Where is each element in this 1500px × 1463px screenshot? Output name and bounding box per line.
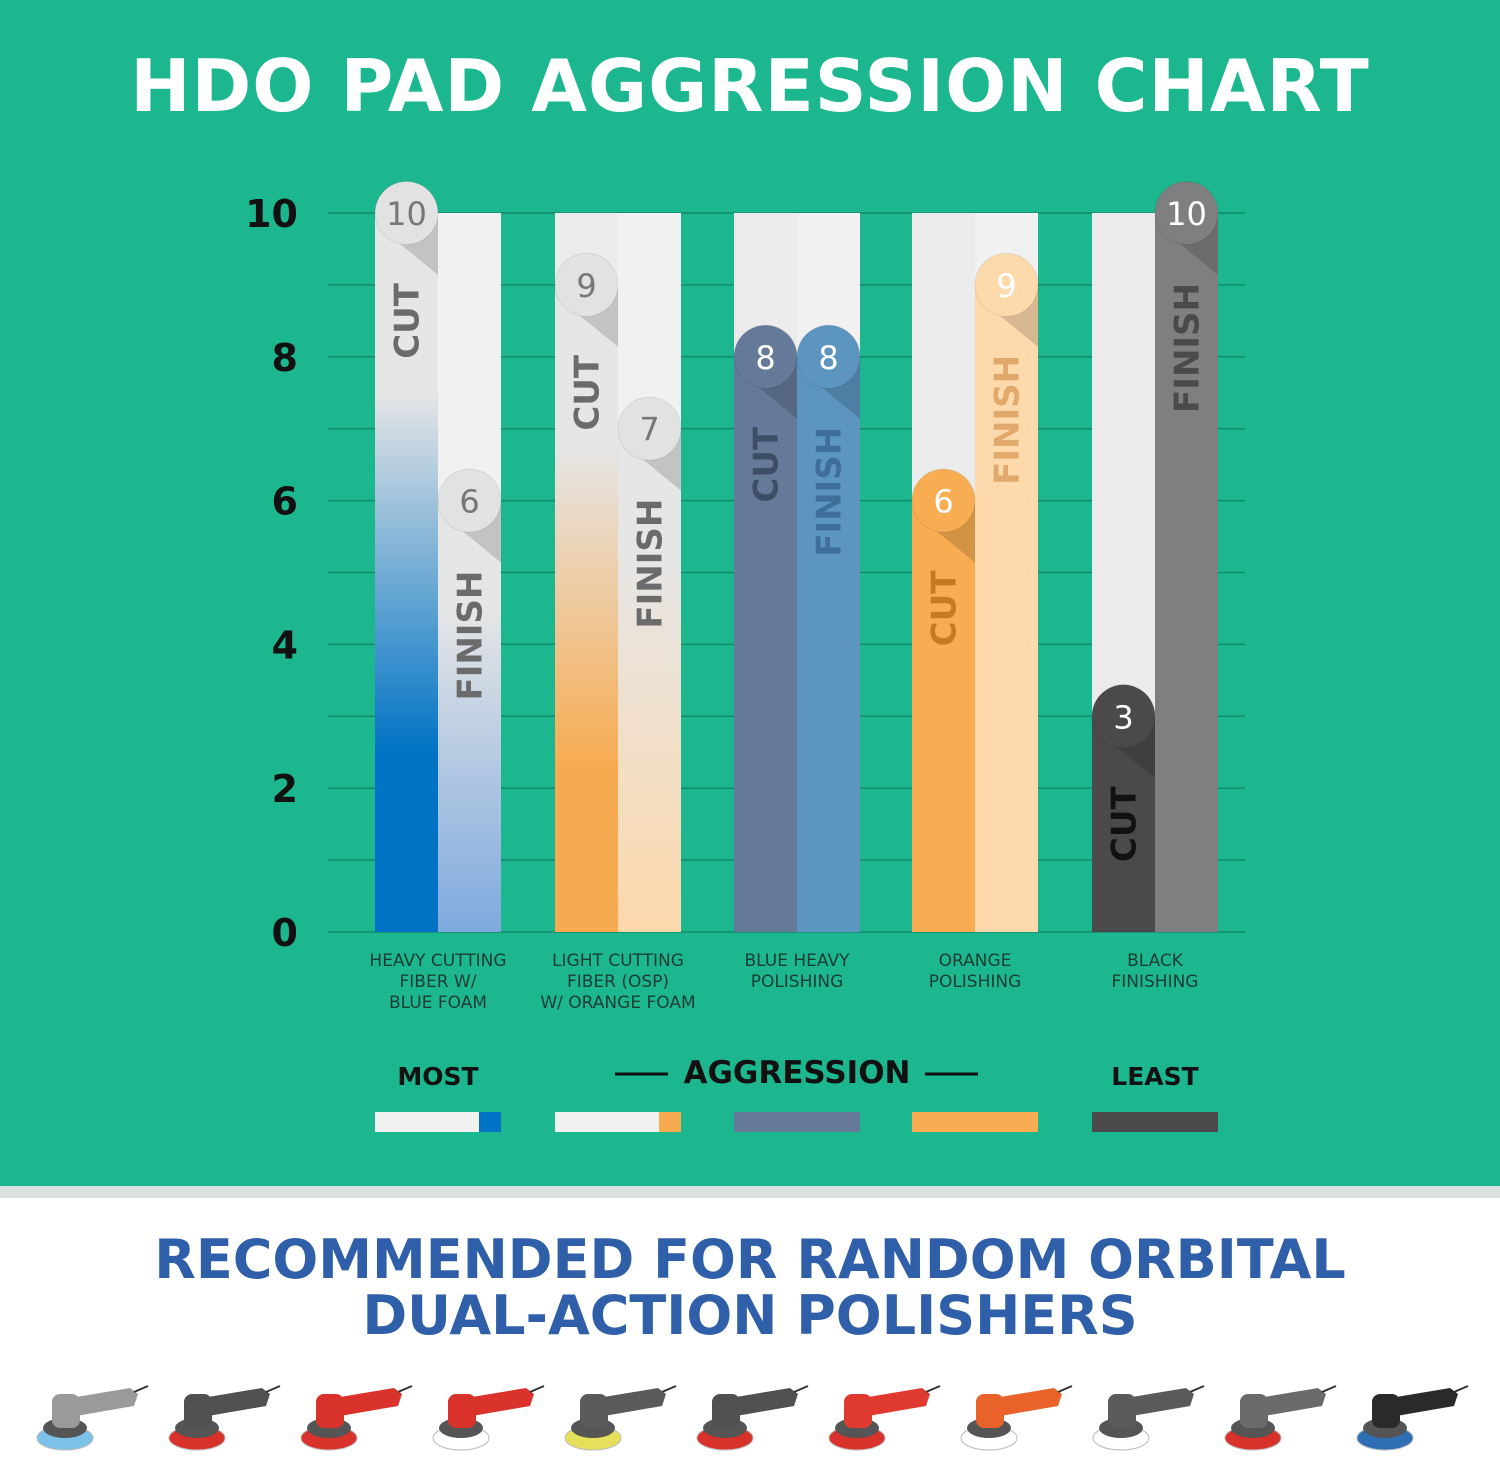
category-label: FINISHING (1111, 972, 1198, 992)
bar-finish (797, 356, 860, 932)
polisher-icon (300, 1385, 413, 1451)
legend-swatch (734, 1112, 860, 1132)
legend-swatch (375, 1112, 501, 1132)
y-tick-label: 0 (272, 911, 298, 955)
series-label: FINISH (810, 427, 850, 557)
y-tick-label: 6 (272, 480, 298, 524)
category-label: BLUE FOAM (389, 993, 487, 1013)
recommendation-line-1: RECOMMENDED FOR RANDOM ORBITAL (154, 1228, 1346, 1291)
legend-swatch (1092, 1112, 1218, 1132)
divider (0, 1186, 1500, 1198)
bar-finish (618, 428, 681, 932)
series-label: FINISH (1168, 283, 1208, 413)
polisher-icon (432, 1385, 545, 1451)
category-label: HEAVY CUTTING (369, 951, 506, 971)
polisher-icon (696, 1385, 809, 1451)
bar-finish (975, 284, 1038, 932)
data-label: 3 (1113, 698, 1133, 736)
polisher-icon (1224, 1385, 1337, 1451)
chart-title: HDO PAD AGGRESSION CHART (130, 44, 1370, 128)
y-tick-label: 4 (272, 623, 298, 667)
polisher-icon (1356, 1385, 1469, 1451)
y-tick-label: 10 (245, 192, 298, 236)
legend-swatch (912, 1112, 1038, 1132)
series-label: CUT (747, 426, 787, 503)
recommendation-heading: RECOMMENDED FOR RANDOM ORBITAL DUAL-ACTI… (0, 1232, 1500, 1344)
category-label: W/ ORANGE FOAM (540, 993, 695, 1013)
series-label: CUT (388, 282, 428, 359)
data-label: 9 (996, 267, 1016, 305)
bar-cut (555, 284, 618, 932)
category-label: BLUE HEAVY (745, 951, 851, 971)
value-badge (974, 252, 1039, 317)
data-label: 6 (459, 483, 479, 521)
category-label: BLACK (1127, 951, 1184, 971)
category-label: POLISHING (929, 972, 1022, 992)
data-label: 8 (818, 339, 838, 377)
series-label: FINISH (631, 499, 671, 629)
data-label: 10 (386, 195, 427, 233)
series-label: CUT (568, 354, 608, 431)
bar-cut (375, 213, 438, 932)
data-label: 6 (933, 483, 953, 521)
series-label: CUT (1105, 786, 1145, 863)
category-label: POLISHING (751, 972, 844, 992)
category-label: FIBER W/ (400, 972, 477, 992)
value-badge (796, 324, 861, 389)
polisher-icon (960, 1385, 1073, 1451)
data-label: 7 (639, 411, 659, 449)
polisher-images (30, 1372, 1470, 1458)
polisher-icon (1092, 1385, 1205, 1451)
polisher-icon (564, 1385, 677, 1451)
bar-finish (438, 500, 501, 932)
y-tick-label: 8 (272, 336, 298, 380)
bar-cut (734, 356, 797, 932)
data-label: 8 (755, 339, 775, 377)
data-label: 10 (1166, 195, 1207, 233)
bar-cut (1092, 716, 1155, 932)
value-badge (1154, 181, 1219, 245)
data-label: 9 (576, 267, 596, 305)
legend-swatch-accent (659, 1112, 681, 1132)
category-label: FIBER (OSP) (567, 972, 669, 992)
y-tick-label: 2 (272, 767, 298, 811)
polisher-icon (828, 1385, 941, 1451)
bar-cut (912, 500, 975, 932)
category-label: LIGHT CUTTING (552, 951, 684, 971)
polisher-icon (36, 1385, 149, 1451)
value-badge (617, 396, 682, 461)
series-label: CUT (925, 570, 965, 647)
legend-swatch (555, 1112, 681, 1132)
value-badge (437, 468, 502, 533)
bar-finish (1155, 213, 1218, 932)
legend-aggression: AGGRESSION (683, 1055, 910, 1091)
recommendation-line-2: DUAL-ACTION POLISHERS (362, 1284, 1138, 1347)
legend-most: MOST (397, 1062, 478, 1091)
polisher-icon (168, 1385, 281, 1451)
series-label: FINISH (451, 571, 491, 701)
series-label: FINISH (988, 355, 1028, 485)
category-label: ORANGE (939, 951, 1012, 971)
legend-swatch-accent (479, 1112, 501, 1132)
legend-least: LEAST (1111, 1062, 1198, 1091)
